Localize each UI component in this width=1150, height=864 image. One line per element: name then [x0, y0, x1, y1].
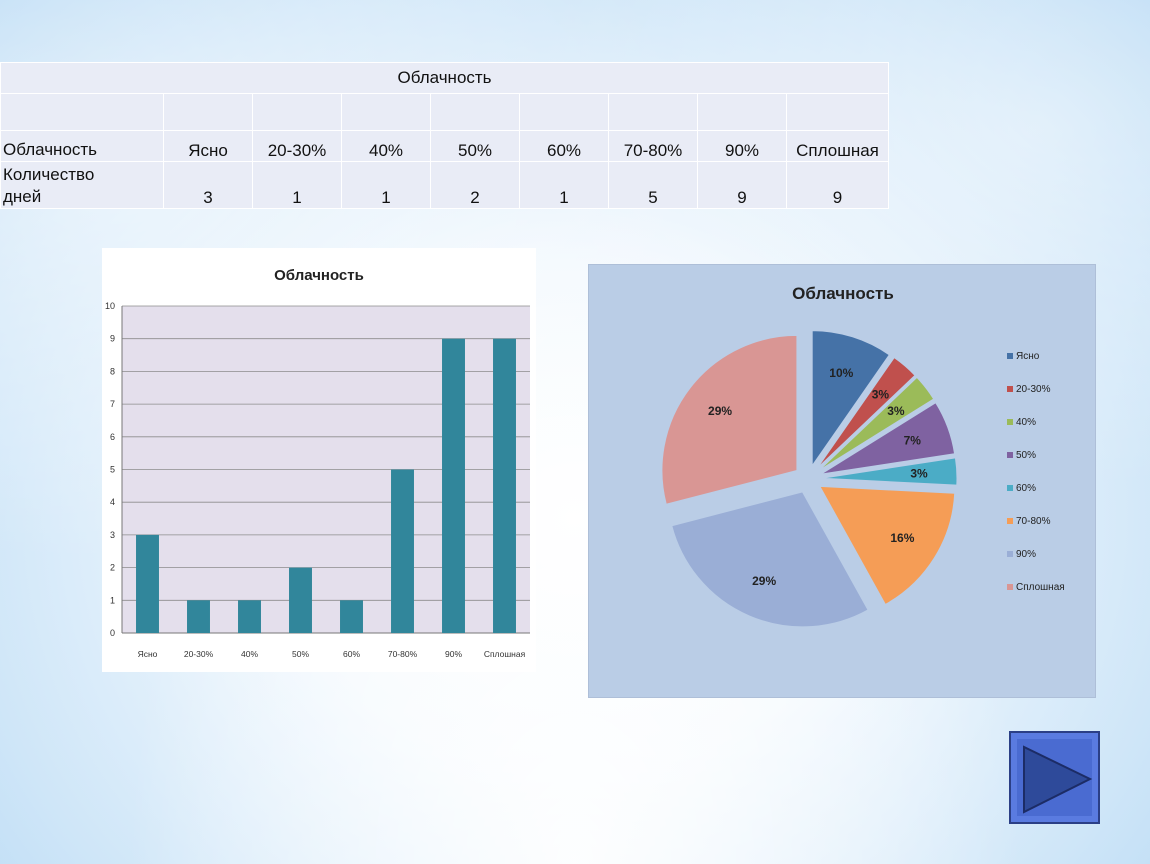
pie-slice — [821, 457, 958, 486]
bar — [493, 338, 516, 633]
play-triangle-icon — [1023, 745, 1093, 814]
y-tick-label: 9 — [110, 334, 115, 344]
x-tick-label: 50% — [292, 649, 309, 659]
legend-entry: 70-80% — [1016, 516, 1051, 527]
table-cell: 1 — [341, 161, 431, 209]
legend-entry: 40% — [1016, 417, 1036, 428]
y-tick-label: 6 — [110, 432, 115, 442]
table-cell: 50% — [430, 130, 520, 162]
bar — [289, 567, 312, 633]
table-header-row: Облачность Ясно 20-30% 40% 50% 60% 70-80… — [0, 130, 890, 162]
x-tick-label: 60% — [343, 649, 360, 659]
pie-slice — [818, 376, 935, 471]
table-empty-row — [0, 93, 890, 131]
pie-chart: Облачность 10% 3% 3% 7% 3% 16% 29% 29% Ясно 20-30%… — [661, 284, 1065, 628]
legend-swatch — [1007, 584, 1013, 590]
pie-chart-panel: Облачность 10% 3% 3% 7% 3% 16% 29% 29% Ясно 20-30%… — [588, 264, 1096, 698]
y-tick-label: 10 — [105, 301, 115, 311]
legend-swatch — [1007, 518, 1013, 524]
data-label: 29% — [708, 404, 732, 418]
row-label-days-line2: дней — [3, 187, 42, 206]
table-cell: 3 — [163, 161, 253, 209]
x-tick-label: Ясно — [138, 649, 158, 659]
y-tick-label: 4 — [110, 497, 115, 507]
legend-entry: 50% — [1016, 450, 1036, 461]
data-label: 16% — [890, 531, 914, 545]
table-cell: 2 — [430, 161, 520, 209]
table-cell: 5 — [608, 161, 698, 209]
y-tick-label: 0 — [110, 628, 115, 638]
table-cell: 1 — [519, 161, 609, 209]
data-label: 3% — [887, 404, 905, 418]
y-tick-label: 2 — [110, 563, 115, 573]
table-cell: 9 — [785, 161, 890, 209]
pie-slice — [671, 491, 869, 628]
data-label: 3% — [872, 388, 890, 402]
legend-swatch — [1007, 485, 1013, 491]
table-cell: 60% — [519, 130, 609, 162]
table-values-row: Количество дней 3 1 1 2 1 5 9 9 — [0, 161, 890, 209]
legend-swatch — [1007, 386, 1013, 392]
row-label-days: Количество дней — [0, 161, 164, 209]
legend-entry: Ясно — [1016, 351, 1040, 362]
table-cell: 40% — [341, 130, 431, 162]
x-tick-label: 20-30% — [184, 649, 214, 659]
y-tick-label: 5 — [110, 465, 115, 475]
pie-slice — [661, 334, 798, 505]
bar — [442, 338, 465, 633]
table-cell: 70-80% — [608, 130, 698, 162]
table-cell: 90% — [697, 130, 787, 162]
next-slide-button[interactable] — [1009, 731, 1100, 824]
legend-swatch — [1007, 419, 1013, 425]
row-label-cloudiness: Облачность — [0, 130, 164, 162]
bar — [136, 534, 159, 633]
chart-title: Облачность — [274, 267, 364, 284]
x-tick-label: 90% — [445, 649, 462, 659]
legend-entry: 60% — [1016, 483, 1036, 494]
row-label-days-line1: Количество — [3, 165, 95, 184]
legend-swatch — [1007, 551, 1013, 557]
data-label: 3% — [910, 466, 928, 480]
table-cell: 1 — [252, 161, 342, 209]
pie-slice — [819, 485, 956, 606]
cloudiness-table: Облачность Облачность Ясно 20-30% 40% 50… — [0, 62, 890, 209]
data-label: 29% — [752, 574, 776, 588]
pie-slice — [811, 330, 891, 468]
bar-chart-panel: Облачность 0 1 2 3 4 5 6 7 8 9 10 Ясно 20-30% 40% 50% 60… — [102, 248, 536, 672]
x-tick-label: 70-80% — [388, 649, 418, 659]
legend-swatch — [1007, 452, 1013, 458]
y-tick-label: 8 — [110, 366, 115, 376]
table-cell: 20-30% — [252, 130, 342, 162]
pie-slice — [820, 402, 956, 475]
y-tick-label: 3 — [110, 530, 115, 540]
legend-swatch — [1007, 353, 1013, 359]
table-cell: 9 — [697, 161, 787, 209]
legend-entry: Сплошная — [1016, 582, 1065, 593]
table-cell: Сплошная — [785, 130, 890, 162]
x-tick-label: Сплошная — [484, 649, 526, 659]
table-title: Облачность — [0, 62, 890, 94]
data-label: 10% — [829, 366, 853, 380]
bar — [391, 469, 414, 633]
chart-title: Облачность — [792, 284, 894, 303]
bar-chart: Облачность 0 1 2 3 4 5 6 7 8 9 10 Ясно 20-30% 40% 50% 60… — [105, 267, 530, 659]
pie-slice — [816, 356, 916, 469]
y-tick-label: 1 — [110, 595, 115, 605]
bar — [238, 600, 261, 633]
legend-entry: 20-30% — [1016, 384, 1051, 395]
table-cell: Ясно — [163, 130, 253, 162]
x-tick-label: 40% — [241, 649, 258, 659]
bar — [187, 600, 210, 633]
data-label: 7% — [904, 433, 922, 447]
legend-entry: 90% — [1016, 549, 1036, 560]
bar — [340, 600, 363, 633]
y-tick-label: 7 — [110, 399, 115, 409]
